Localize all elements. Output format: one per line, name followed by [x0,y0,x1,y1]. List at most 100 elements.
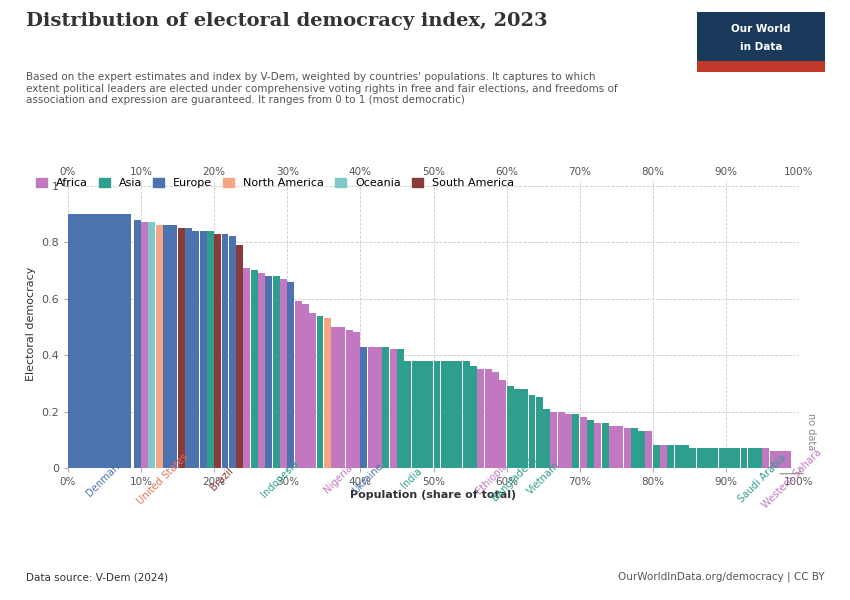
Bar [448,361,455,468]
Bar [441,361,448,468]
Bar [785,451,791,468]
Bar [280,279,287,468]
Bar [397,349,404,468]
Bar [529,395,536,468]
Bar [222,233,229,468]
Bar [499,380,507,468]
Bar [192,231,199,468]
Bar [602,423,609,468]
Bar [368,347,375,468]
Bar [740,448,747,468]
Bar [718,448,726,468]
Bar [163,225,170,468]
Bar [653,445,660,468]
Bar [346,329,353,468]
FancyBboxPatch shape [697,61,824,72]
Text: Vietnam: Vietnam [524,460,561,497]
Bar [631,428,638,468]
Text: Data source: V-Dem (2024): Data source: V-Dem (2024) [26,572,167,582]
Bar [770,451,777,468]
Bar [295,301,302,468]
Bar [332,327,338,468]
Bar [456,361,462,468]
Bar [558,412,564,468]
Bar [514,389,521,468]
Bar [704,448,711,468]
Bar [426,361,434,468]
Bar [624,428,631,468]
Bar [536,397,543,468]
Bar [411,361,418,468]
Bar [594,423,601,468]
Bar [616,425,623,468]
Bar [609,425,616,468]
Text: no data: no data [806,413,816,450]
Bar [462,361,470,468]
Text: Our World: Our World [731,24,790,34]
Bar [675,445,682,468]
Bar [229,236,235,468]
Bar [324,319,331,468]
Bar [200,231,207,468]
Bar [507,386,513,468]
Text: Indonesia: Indonesia [259,458,301,499]
Bar [682,445,689,468]
Bar [287,281,294,468]
Bar [360,347,367,468]
Bar [309,313,316,468]
Bar [543,409,550,468]
Bar [755,448,762,468]
Text: Denmark: Denmark [85,459,124,498]
Bar [565,415,572,468]
Y-axis label: Electoral democracy: Electoral democracy [26,267,36,381]
Legend: Africa, Asia, Europe, North America, Oceania, South America: Africa, Asia, Europe, North America, Oce… [31,173,518,193]
Bar [777,451,784,468]
Bar [580,417,586,468]
Bar [734,448,740,468]
Bar [572,415,580,468]
Text: OurWorldInData.org/democracy | CC BY: OurWorldInData.org/democracy | CC BY [618,571,824,582]
Bar [551,412,558,468]
Text: United States: United States [135,451,190,506]
Bar [258,273,265,468]
Bar [68,214,131,468]
Text: Distribution of electoral democracy index, 2023: Distribution of electoral democracy inde… [26,12,547,30]
Bar [587,420,594,468]
Bar [178,228,184,468]
Bar [338,327,345,468]
Text: Western Sahara: Western Sahara [760,447,823,510]
Bar [711,448,718,468]
Bar [302,304,309,468]
Bar [243,268,251,468]
Bar [316,316,324,468]
Bar [265,276,272,468]
X-axis label: Population (share of total): Population (share of total) [350,490,517,500]
Bar [375,347,382,468]
Bar [689,448,696,468]
Bar [149,223,156,468]
Bar [419,361,426,468]
Bar [382,347,389,468]
Bar [434,361,440,468]
Bar [389,349,397,468]
Bar [492,372,499,468]
Bar [133,220,141,468]
Text: Saudi Arabia: Saudi Arabia [736,452,788,505]
Bar [353,332,360,468]
Bar [748,448,755,468]
Bar [521,389,528,468]
Bar [156,225,162,468]
Text: Based on the expert estimates and index by V-Dem, weighted by countries' populat: Based on the expert estimates and index … [26,72,617,105]
Text: Brazil: Brazil [208,465,235,492]
Bar [207,231,214,468]
Bar [185,228,192,468]
Text: India: India [400,466,423,491]
Bar [214,233,221,468]
Text: in Data: in Data [740,42,782,52]
Bar [660,445,667,468]
Text: Ethiopia: Ethiopia [474,461,510,496]
Bar [667,445,674,468]
Bar [484,369,491,468]
Bar [170,225,178,468]
Text: Ukraine: Ukraine [350,461,385,496]
